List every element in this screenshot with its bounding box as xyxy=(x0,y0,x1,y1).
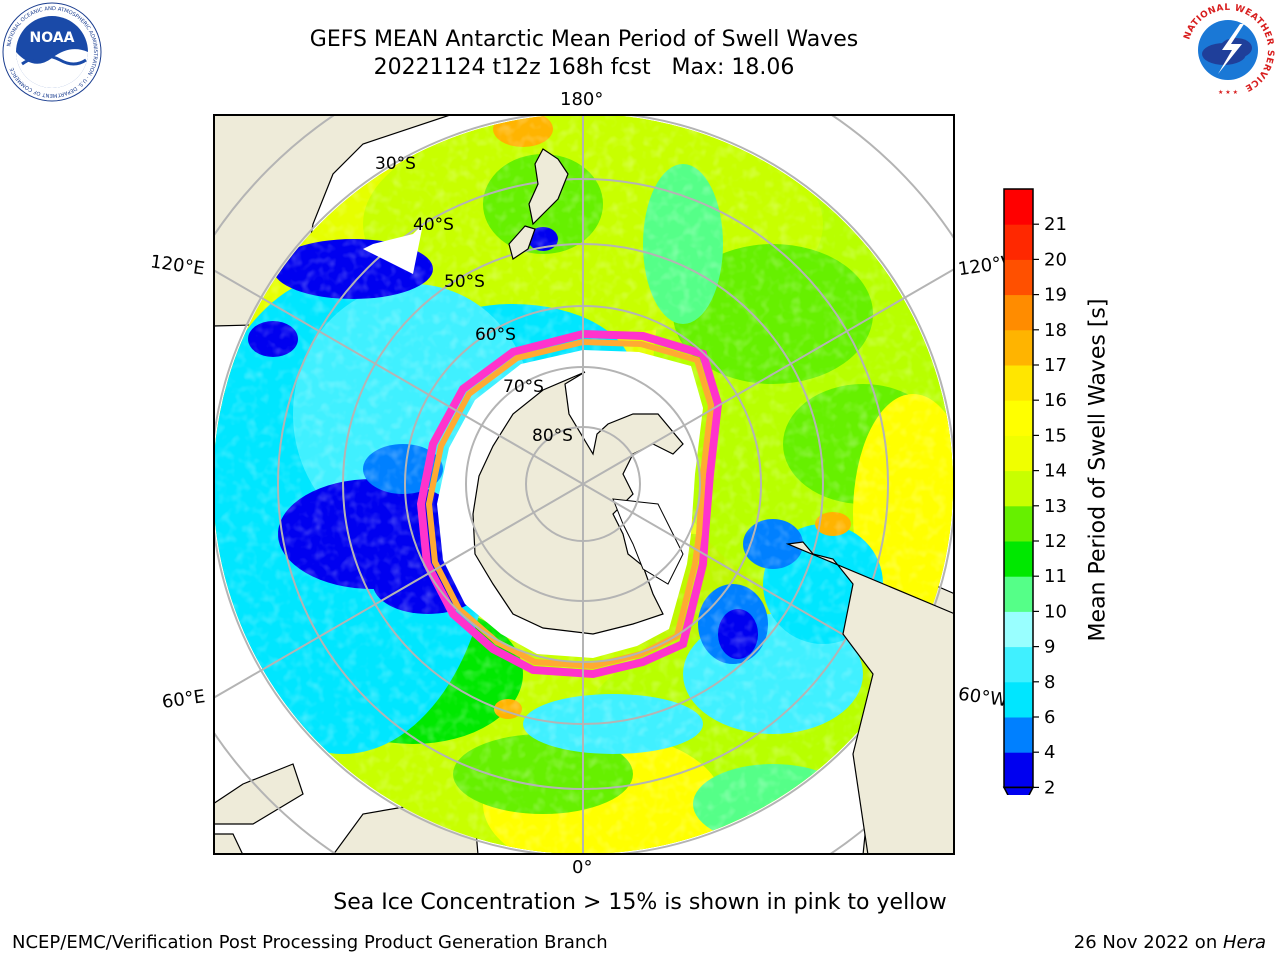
colorbar-tick-label: 6 xyxy=(1044,707,1055,728)
lon-label-upper-left: 120°E xyxy=(148,251,206,280)
colorbar-bin xyxy=(1004,646,1033,683)
colorbar-bin xyxy=(1004,365,1033,401)
colorbar-tick-label: 4 xyxy=(1044,742,1055,763)
lon-label-top: 180° xyxy=(560,89,604,110)
colorbar-tick-label: 18 xyxy=(1044,320,1067,341)
colorbar-label: Mean Period of Swell Waves [s] xyxy=(1085,298,1111,642)
colorbar-tick-label: 13 xyxy=(1044,496,1067,517)
colorbar-tick-label: 20 xyxy=(1044,249,1067,270)
colorbar-outline xyxy=(1003,188,1034,789)
colorbar-bin xyxy=(1004,752,1033,788)
footer-host: Hera xyxy=(1222,932,1266,953)
footer-date-text: 26 Nov 2022 on xyxy=(1073,932,1223,953)
chart-subtitle: 20221124 t12z 168h fcst Max: 18.06 xyxy=(373,55,795,80)
colorbar-bin xyxy=(1004,400,1033,436)
colorbar-bin xyxy=(1004,505,1033,542)
chart-title: GEFS MEAN Antarctic Mean Period of Swell… xyxy=(309,27,859,52)
colorbar-tick-label: 14 xyxy=(1044,461,1067,482)
nws-logo: NATIONAL WEATHER SERVICE ★ ★ ★ xyxy=(1179,1,1277,99)
colorbar-tick-label: 17 xyxy=(1044,355,1067,376)
colorbar-bin xyxy=(1004,259,1033,296)
colorbar-tick-label: 9 xyxy=(1044,637,1055,658)
lat-label-50s: 50°S xyxy=(444,272,485,292)
colorbar-tick-label: 2 xyxy=(1044,777,1055,795)
lat-label-30s: 30°S xyxy=(375,154,416,174)
lon-label-lower-left: 60°E xyxy=(160,686,207,713)
colorbar-tick-label: 12 xyxy=(1044,531,1067,552)
colorbar-bin xyxy=(1004,541,1033,577)
colorbar-tick-label: 11 xyxy=(1044,566,1067,587)
svg-text:★ ★ ★: ★ ★ ★ xyxy=(1218,89,1238,96)
colorbar-bin xyxy=(1004,189,1033,225)
colorbar-bin xyxy=(1004,611,1033,648)
lat-label-70s: 70°S xyxy=(503,377,544,397)
colorbar-tick-label: 15 xyxy=(1044,425,1067,446)
colorbar-bin xyxy=(1004,329,1033,366)
colorbar-bin xyxy=(1004,576,1033,612)
colorbar-bin xyxy=(1004,294,1033,331)
lat-label-80s: 80°S xyxy=(532,426,573,446)
colorbar-bin xyxy=(1004,717,1033,753)
footer-date: 26 Nov 2022 on Hera xyxy=(1074,932,1266,953)
noaa-logo-text: NOAA xyxy=(30,30,75,46)
lat-label-40s: 40°S xyxy=(413,215,454,235)
lon-label-bottom: 0° xyxy=(572,857,593,878)
colorbar-extend-min xyxy=(1002,786,1035,795)
colorbar-tick-label: 21 xyxy=(1044,214,1067,235)
sea-ice-note: Sea Ice Concentration > 15% is shown in … xyxy=(333,890,947,915)
colorbar-bin xyxy=(1004,224,1033,260)
map-panel: 30°S 40°S 50°S 60°S 70°S 80°S xyxy=(213,114,955,855)
lat-label-60s: 60°S xyxy=(475,325,516,345)
colorbar-tick-label: 10 xyxy=(1044,601,1067,622)
colorbar-tick-label: 8 xyxy=(1044,672,1055,693)
noaa-logo: NATIONAL OCEANIC AND ATMOSPHERIC ADMINIS… xyxy=(2,2,102,102)
colorbar-bin xyxy=(1004,681,1033,718)
colorbar: 2 4 6 8 9 10 11 12 13 14 15 16 17 18 19 20 21 xyxy=(1002,188,1067,795)
colorbar-tick-label: 16 xyxy=(1044,390,1067,411)
footer-credit: NCEP/EMC/Verification Post Processing Pr… xyxy=(12,932,608,953)
colorbar-bin xyxy=(1004,470,1033,507)
coastlines-inner xyxy=(363,148,955,855)
antarctica xyxy=(472,371,684,635)
colorbar-tick-label: 19 xyxy=(1044,285,1067,306)
colorbar-bin xyxy=(1004,435,1033,472)
